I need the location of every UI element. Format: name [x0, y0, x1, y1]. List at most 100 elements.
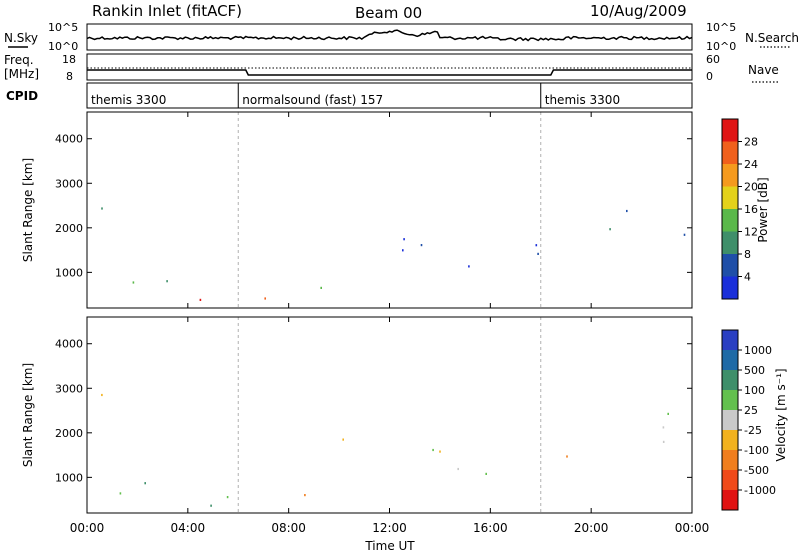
colorbar-tick-label: 12: [744, 226, 758, 239]
power-ylabel: Slant Range [km]: [21, 158, 35, 262]
scatter-cell: [626, 209, 628, 213]
scatter-cell: [144, 482, 146, 485]
x-tick-label: 20:00: [574, 521, 609, 535]
colorbar-swatch: [722, 164, 738, 187]
y-tick-label: 3000: [55, 382, 83, 395]
y-tick-label: 2000: [55, 222, 83, 235]
cpid-panel: CPID themis 3300 normalsound (fast) 157 th…: [6, 82, 693, 109]
colorbar-swatch: [722, 330, 738, 350]
colorbar-tick-label: -100: [744, 444, 769, 457]
cpid-segment-label: themis 3300: [91, 93, 166, 107]
colorbar-swatch: [722, 141, 738, 164]
scatter-cell: [535, 244, 538, 247]
scatter-cell: [468, 265, 470, 268]
freq-trace: [87, 69, 692, 76]
colorbar-tick-label: 500: [744, 364, 765, 377]
y-tick-label: 2000: [55, 427, 83, 440]
freq-tick-top: 18: [62, 53, 76, 66]
freq-label-1: Freq.: [4, 53, 34, 67]
scatter-cell: [439, 450, 441, 453]
colorbar-swatch: [722, 470, 738, 490]
velocity-colorbar: 1000 500 100 25 -25 -100 -500 -1000: [721, 329, 776, 511]
colorbar-tick-label: 8: [744, 248, 751, 261]
scatter-cell: [457, 467, 459, 471]
site-title: Rankin Inlet (fitACF): [92, 2, 242, 20]
colorbar-tick-label: -1000: [744, 484, 776, 497]
noise-panel: N.Sky 10^5 10^0 10^5 10^0 N.Search: [4, 21, 799, 53]
scatter-cell: [420, 244, 423, 247]
scatter-cell: [342, 438, 344, 441]
scatter-cell: [119, 492, 122, 495]
colorbar-swatch: [722, 254, 738, 277]
velocity-scatter: [101, 393, 669, 507]
colorbar-tick-label: 1000: [744, 344, 772, 357]
noise-left-label: N.Sky: [4, 31, 38, 45]
scatter-cell: [432, 448, 434, 452]
power-scatter: [101, 207, 686, 301]
nave-label: Nave: [748, 63, 779, 77]
scatter-cell: [662, 426, 665, 429]
colorbar-tick-label: 4: [744, 271, 751, 284]
beam-title: Beam 00: [355, 4, 422, 22]
colorbar-tick-label: 100: [744, 384, 765, 397]
scatter-cell: [485, 472, 487, 475]
power-colorbar: 4 8 12 16 20 24 28: [721, 118, 758, 300]
noise-right-tick-bottom: 10^0: [706, 40, 736, 53]
colorbar-swatch: [722, 410, 738, 430]
noise-left-tick-bottom: 10^0: [48, 40, 78, 53]
y-tick-label: 4000: [55, 338, 83, 351]
date-title: 10/Aug/2009: [590, 2, 687, 20]
y-tick-label: 3000: [55, 177, 83, 190]
colorbar-tick-label: 24: [744, 158, 758, 171]
scatter-cell: [304, 494, 306, 497]
scatter-cell: [566, 455, 568, 458]
cpid-segment-label: normalsound (fast) 157: [242, 93, 383, 107]
colorbar-swatch: [722, 350, 738, 370]
x-tick-label: 00:00: [675, 521, 710, 535]
scatter-cell: [132, 281, 135, 284]
noise-right-label: N.Search: [745, 31, 799, 45]
colorbar-tick-label: -25: [744, 424, 762, 437]
noise-left-tick-top: 10^5: [48, 21, 78, 34]
colorbar-tick-label: 28: [744, 136, 758, 149]
freq-tick-bottom: 8: [66, 70, 73, 83]
scatter-cell: [667, 412, 669, 415]
scatter-cell: [199, 298, 202, 301]
power-panel: 1000 2000 3000 4000 Slant Range [km] 4 8 12 16…: [21, 111, 770, 309]
noise-trace: [86, 29, 693, 42]
colorbar-frame: [721, 329, 739, 511]
colorbar-swatch: [722, 209, 738, 232]
colorbar-swatch: [722, 119, 738, 142]
nave-tick-top: 60: [706, 53, 720, 66]
colorbar-swatch: [722, 390, 738, 410]
colorbar-swatch: [722, 276, 738, 299]
x-axis-label: Time UT: [364, 539, 415, 553]
x-tick-label: 08:00: [271, 521, 306, 535]
velocity-colorbar-label: Velocity [m s⁻¹]: [774, 368, 788, 461]
scatter-cell: [403, 238, 405, 241]
scatter-cell: [226, 496, 229, 499]
x-tick-label: 12:00: [372, 521, 407, 535]
scatter-cell: [683, 233, 686, 236]
scatter-cell: [402, 249, 404, 252]
noise-right-tick-top: 10^5: [706, 21, 736, 34]
colorbar-swatch: [722, 490, 738, 510]
y-tick-label: 1000: [55, 266, 83, 279]
cpid-label: CPID: [6, 89, 38, 103]
x-tick-label: 00:00: [70, 521, 105, 535]
scatter-cell: [537, 252, 539, 255]
scatter-cell: [320, 286, 322, 289]
freq-label-2: [MHz]: [4, 67, 39, 81]
scatter-cell: [101, 393, 103, 397]
velocity-panel: 1000 2000 3000 4000 Slant Range [km] 1000 50…: [21, 316, 788, 514]
colorbar-tick-label: 25: [744, 404, 758, 417]
scatter-cell: [166, 280, 168, 283]
colorbar-swatch: [722, 370, 738, 390]
scatter-cell: [210, 504, 212, 507]
colorbar-swatch: [722, 430, 738, 450]
nave-tick-bottom: 0: [706, 70, 713, 83]
colorbar-tick-label: 16: [744, 203, 758, 216]
colorbar-swatch: [722, 450, 738, 470]
colorbar-swatch: [722, 231, 738, 254]
